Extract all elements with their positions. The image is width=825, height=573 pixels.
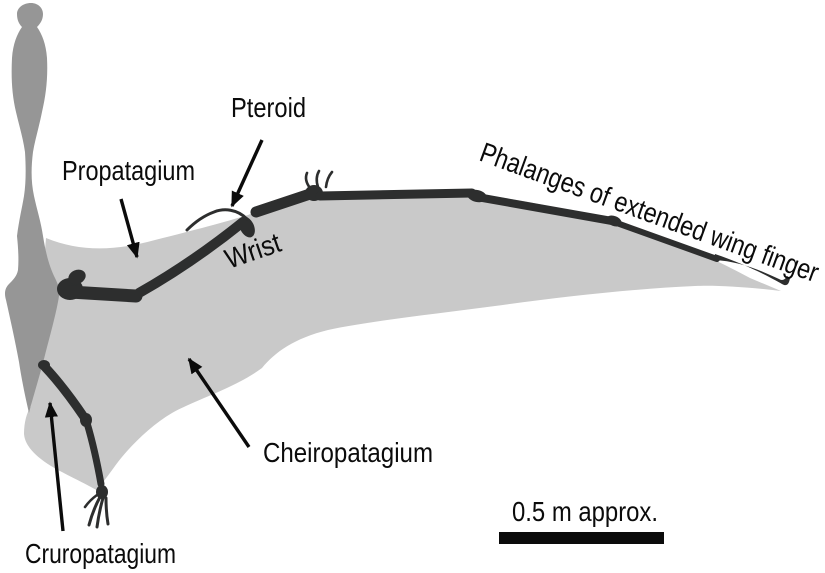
- wing-phalanx-1-bone: [315, 188, 477, 201]
- wing-skeleton: [38, 169, 790, 529]
- carpal-wrist-bone: [239, 216, 255, 238]
- hand-claw-1: [304, 171, 312, 190]
- femur-bone: [39, 361, 89, 422]
- cheiropatagium-arrow: [187, 357, 251, 448]
- pteroid-label: Pteroid: [231, 92, 306, 123]
- scale-bar: 0.5 m approx.: [499, 496, 664, 544]
- wing-phalanx-4-bone: [714, 254, 790, 286]
- foot-claw-1: [87, 495, 102, 527]
- radius-ulna-bone: [134, 217, 248, 298]
- wing-phalanx-2-bone: [473, 193, 616, 225]
- hand-claw-2: [315, 169, 321, 189]
- hand-claw-3: [324, 170, 334, 189]
- scale-bar-rule: [499, 532, 664, 544]
- foot-claw-2: [95, 496, 105, 529]
- wing-membrane-shape: [24, 191, 781, 492]
- humerus-bone: [63, 285, 143, 303]
- annotation-arrows: [44, 139, 264, 532]
- metacarpal-bone: [250, 188, 316, 218]
- cheiropatagium-label: Cheiropatagium: [263, 437, 433, 468]
- tibia-bone: [83, 419, 105, 488]
- propatagium-label: Propatagium: [62, 155, 195, 186]
- pterosaur-body-silhouette: [5, 3, 60, 413]
- cruropatagium-arrow: [44, 401, 65, 532]
- deltopectoral-crest-bone: [68, 269, 86, 285]
- ankle-foot-bone: [96, 485, 108, 499]
- pteroid-arrow: [230, 139, 264, 208]
- propatagium-arrow: [119, 198, 140, 259]
- foot-claw-3: [104, 496, 110, 526]
- cruropatagium-label: Cruropatagium: [25, 538, 176, 569]
- wing-phalanx-3-bone: [611, 219, 720, 262]
- scale-bar-label: 0.5 m approx.: [512, 496, 658, 527]
- foot-claw-4: [83, 493, 99, 509]
- pteroid-bone: [185, 208, 249, 232]
